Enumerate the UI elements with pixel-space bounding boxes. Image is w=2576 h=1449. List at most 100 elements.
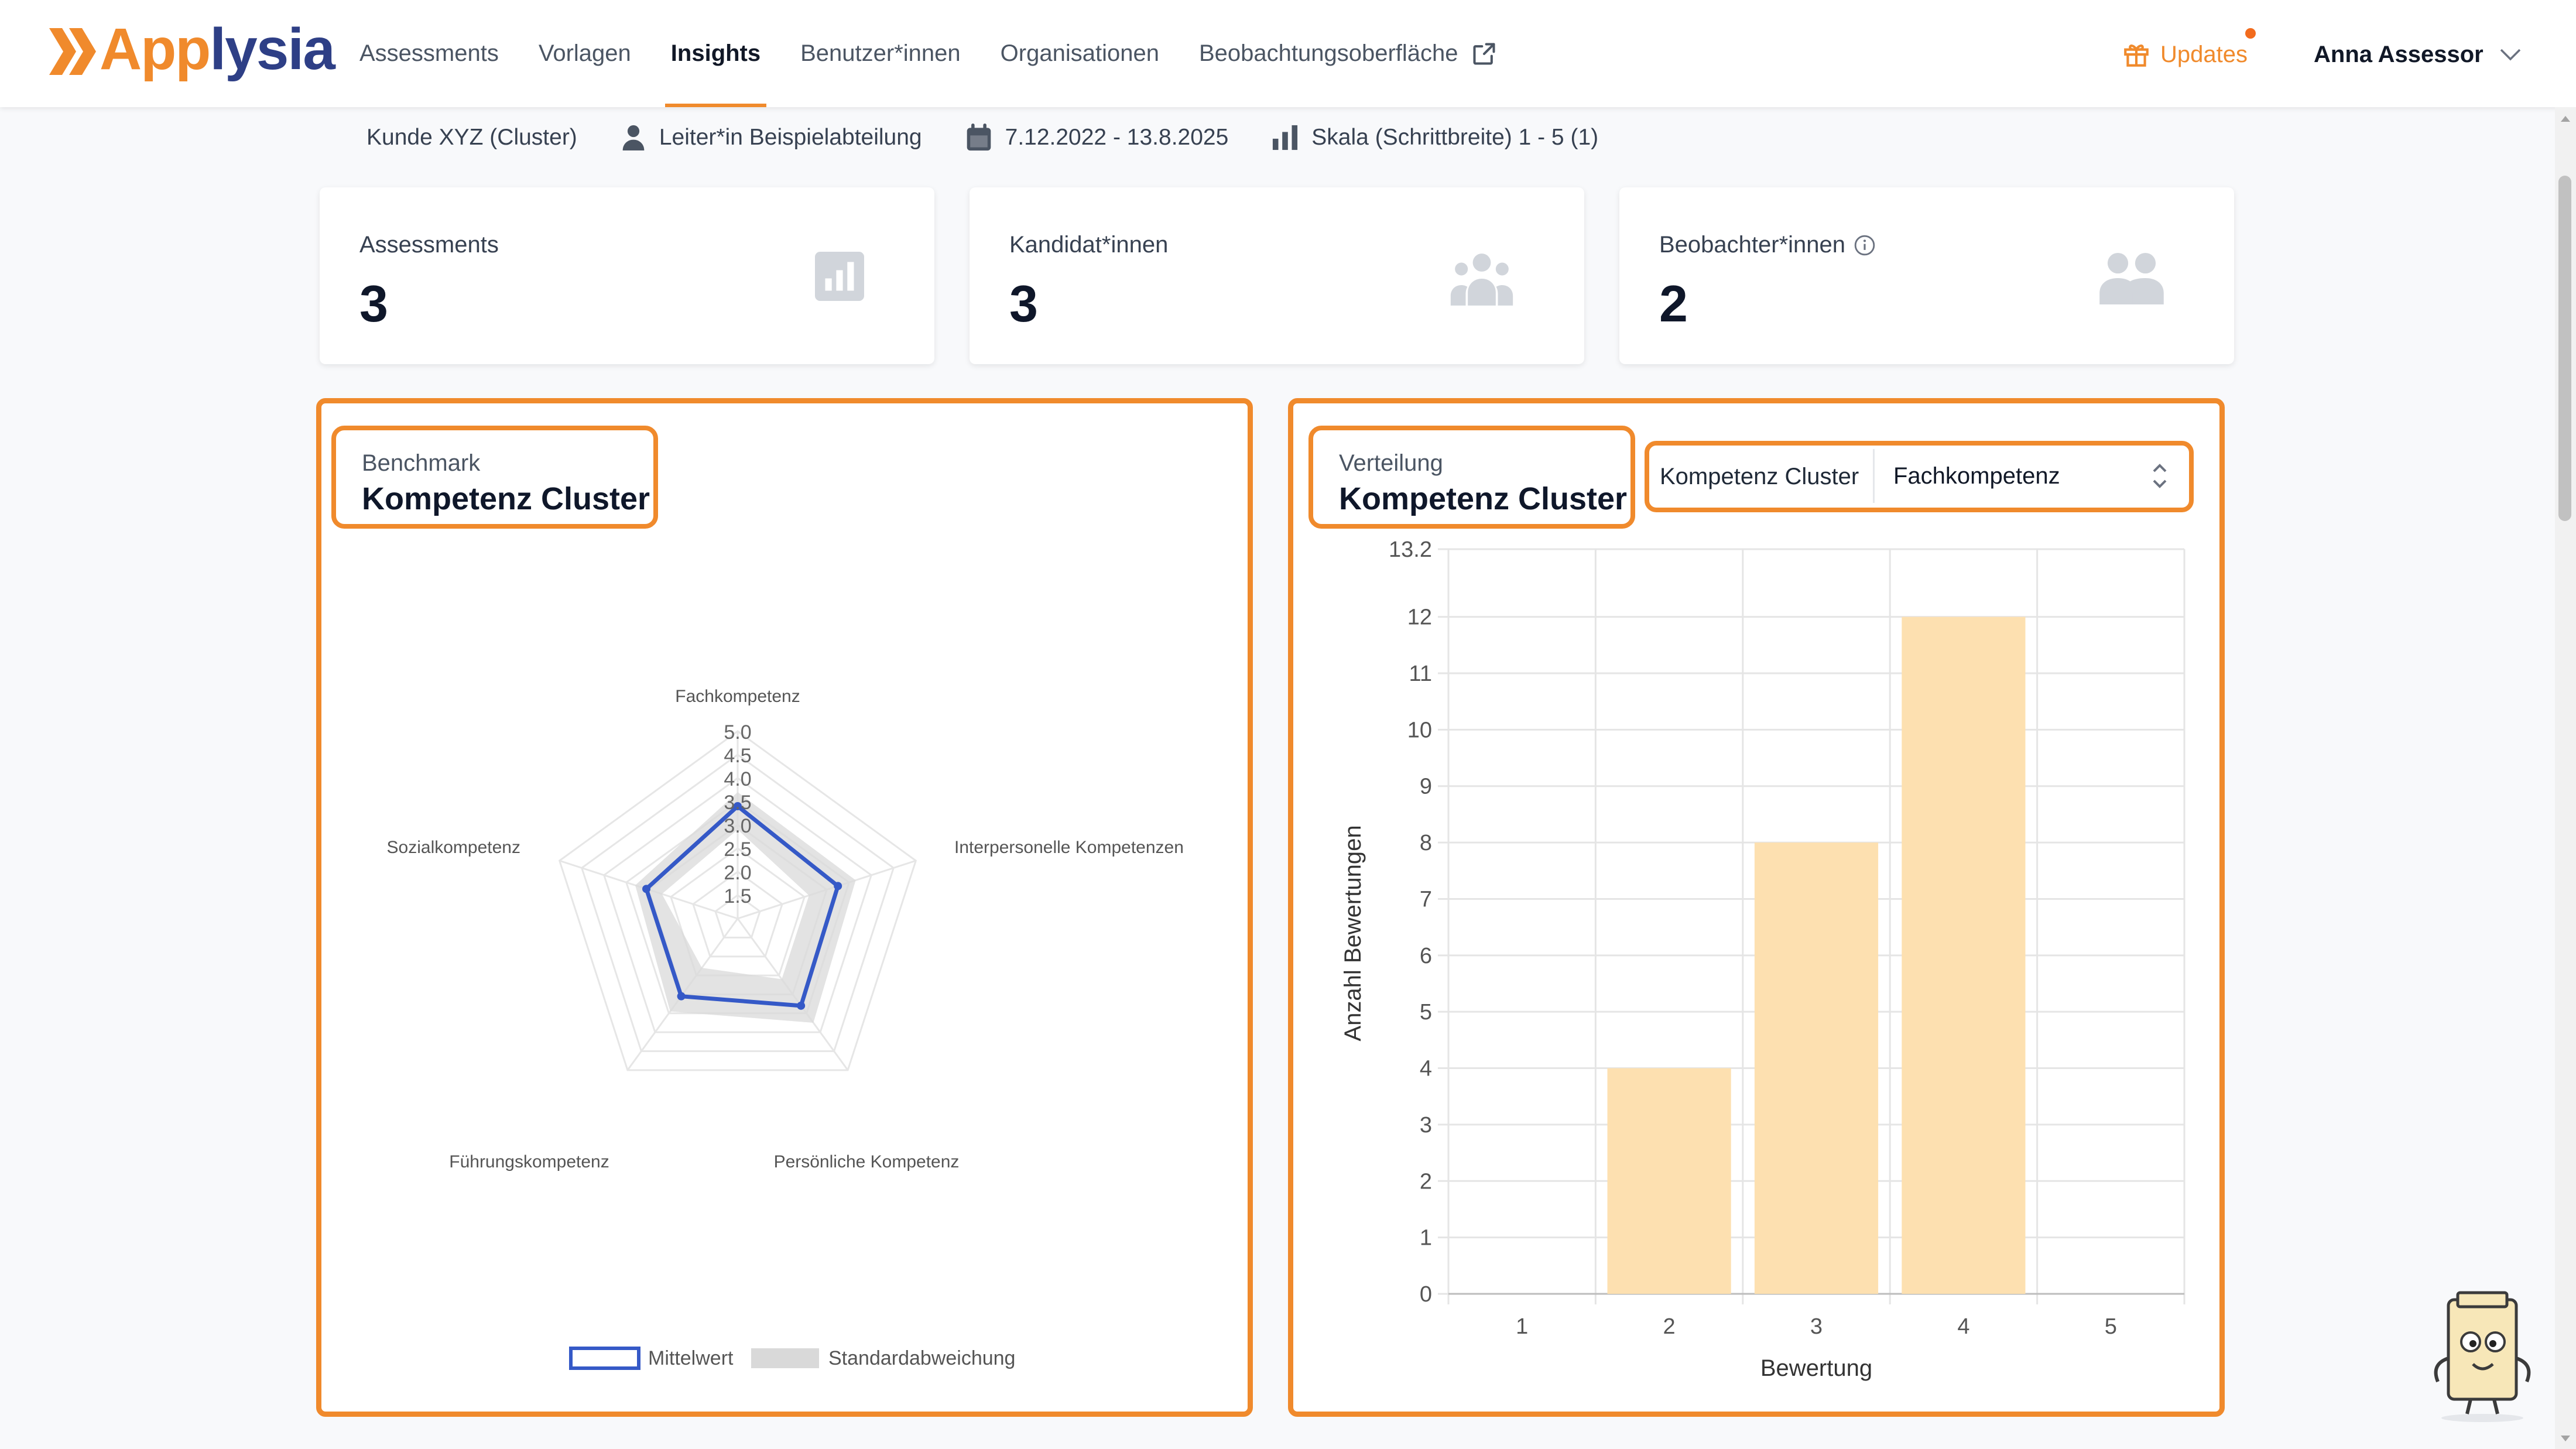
y-tick-label: 3 (1420, 1113, 1432, 1138)
radar-grid-ring (692, 871, 783, 958)
person-icon (622, 125, 645, 150)
radar-tick-label: 4.0 (724, 768, 751, 790)
bar-3 (1754, 842, 1879, 1294)
x-tick-label: 4 (1957, 1314, 1969, 1339)
assistant-mascot-icon[interactable] (2424, 1288, 2541, 1423)
radar-tick-label: 3.0 (724, 815, 751, 837)
benchmark-title-box: Benchmark Kompetenz Cluster (331, 426, 658, 529)
radar-axis-label: Interpersonelle Kompetenzen (954, 838, 1184, 857)
x-tick-label: 5 (2105, 1314, 2117, 1339)
y-axis-title: Anzahl Bewertungen (1340, 825, 1366, 1041)
mean-data-point (677, 992, 686, 1001)
select-label: Kompetenz Cluster (1660, 463, 1859, 489)
radar-grid-ring (714, 894, 761, 938)
gift-icon (2124, 44, 2149, 67)
panel-title: Kompetenz Cluster (362, 481, 650, 516)
radar-grid-ring (580, 753, 895, 1053)
stat-value: 3 (1009, 275, 1038, 333)
y-tick-label: 12 (1407, 605, 1432, 630)
y-tick-label: 5 (1420, 1000, 1432, 1025)
x-tick-label: 2 (1663, 1314, 1676, 1339)
y-tick-label: 6 (1420, 944, 1432, 968)
radar-axis-label: Fachkompetenz (675, 687, 800, 706)
radar-axis-label: Führungskompetenz (449, 1152, 609, 1171)
user-name: Anna Assessor (2314, 41, 2483, 67)
mean-data-point (734, 802, 742, 810)
stat-card-observers: Beobachter*innen 2 (1619, 187, 2234, 364)
filter-scale: Skala (Schrittbreite) 1 - 5 (1) (1272, 125, 1598, 150)
nav-item-beobachtungsoberflaeche[interactable]: Beobachtungsoberfläche (1199, 0, 1497, 107)
main-nav: Assessments Vorlagen Insights Benutzer*i… (359, 0, 1537, 107)
top-navbar: Applysia Assessments Vorlagen Insights B… (0, 0, 2576, 107)
users-icon (2099, 252, 2164, 304)
distribution-panel: Verteilung Kompetenz Cluster Kompetenz C… (1288, 398, 2225, 1417)
stat-card-assessments: Assessments 3 (320, 187, 934, 364)
nav-item-organisationen[interactable]: Organisationen (1000, 40, 1159, 66)
x-tick-label: 3 (1810, 1314, 1823, 1339)
stat-label: Beobachter*innen (1659, 232, 1876, 258)
radar-chart: 1.52.02.53.03.54.04.55.0 Fachkompetenz Int… (387, 687, 1184, 1370)
panel-subtitle: Verteilung (1339, 450, 1443, 476)
filter-bar: Kunde XYZ (Cluster) Leiter*in Beispielab… (366, 117, 1642, 158)
y-tick-label: 4 (1420, 1057, 1432, 1081)
radar-legend: Mittelwert Standardabweichung (569, 1347, 1015, 1370)
select-value: Fachkompetenz (1893, 463, 2060, 489)
select-caret-icon (2153, 464, 2167, 488)
nav-item-insights[interactable]: Insights (664, 0, 767, 107)
benchmark-panel: Benchmark Kompetenz Cluster 1.5 2.0 2.5 3.0… (316, 398, 1253, 1417)
mean-data-point (797, 1001, 806, 1010)
radar-grid-ring (558, 730, 917, 1071)
nav-item-assessments[interactable]: Assessments (359, 40, 499, 66)
filter-date-range: 7.12.2022 - 13.8.2025 (965, 124, 1228, 152)
y-tick-label: 9 (1420, 775, 1432, 799)
logo-wordmark: Applysia (100, 16, 335, 82)
x-tick-label: 1 (1516, 1314, 1528, 1339)
group-icon (1450, 254, 1513, 306)
nav-item-benutzer[interactable]: Benutzer*innen (800, 40, 961, 66)
calendar-icon (967, 124, 991, 151)
mean-data-point (642, 885, 651, 893)
y-tick-label: 0 (1420, 1282, 1432, 1307)
y-tick-label: 1 (1420, 1226, 1432, 1251)
applysia-logo[interactable]: Applysia (49, 15, 335, 91)
filter-client: Kunde XYZ (Cluster) (366, 125, 577, 150)
stat-value: 3 (359, 275, 388, 333)
notification-dot (2245, 28, 2256, 39)
legend-swatch-mean (569, 1347, 640, 1370)
updates-button[interactable]: Updates (2122, 28, 2256, 75)
chevron-down-icon (2500, 49, 2520, 61)
legend-swatch-std (751, 1348, 819, 1368)
panel-subtitle: Benchmark (362, 450, 481, 476)
nav-item-vorlagen[interactable]: Vorlagen (538, 40, 631, 66)
stat-label: Assessments (359, 232, 499, 258)
radar-axis-label: Persönliche Kompetenz (774, 1152, 960, 1171)
x-axis-title: Bewertung (1760, 1355, 1872, 1381)
bar-2 (1607, 1068, 1731, 1294)
y-tick-label: 8 (1420, 831, 1432, 855)
info-icon[interactable] (1854, 234, 1876, 256)
y-tick-label: 13.2 (1389, 537, 1432, 562)
radar-tick-label: 5.0 (724, 721, 751, 744)
competence-cluster-select[interactable]: Fachkompetenz (1873, 449, 2184, 503)
stat-label: Kandidat*innen (1009, 232, 1169, 258)
y-tick-label: 2 (1420, 1169, 1432, 1194)
scroll-down-arrow-icon[interactable] (2560, 1434, 2571, 1443)
y-tick-label: 10 (1407, 718, 1432, 742)
panel-title: Kompetenz Cluster (1339, 481, 1628, 516)
radar-tick-label: 4.5 (724, 745, 751, 767)
competence-cluster-select-box: Kompetenz Cluster Fachkompetenz (1645, 441, 2194, 512)
y-tick-label: 11 (1409, 662, 1432, 686)
filter-role: Leiter*in Beispielabteilung (621, 124, 922, 152)
radar-tick-label: 2.5 (724, 838, 751, 861)
scroll-up-arrow-icon[interactable] (2560, 115, 2571, 123)
updates-label: Updates (2160, 41, 2248, 67)
user-menu[interactable]: Anna Assessor (2314, 34, 2522, 75)
radar-tick-label: 2.0 (724, 862, 751, 884)
stat-value: 2 (1659, 275, 1688, 333)
scrollbar-thumb[interactable] (2558, 176, 2571, 521)
y-tick-label: 7 (1420, 887, 1432, 912)
external-link-icon (1473, 42, 1495, 65)
legend-label-std: Standardabweichung (828, 1347, 1015, 1369)
bar-4 (1902, 616, 2026, 1294)
